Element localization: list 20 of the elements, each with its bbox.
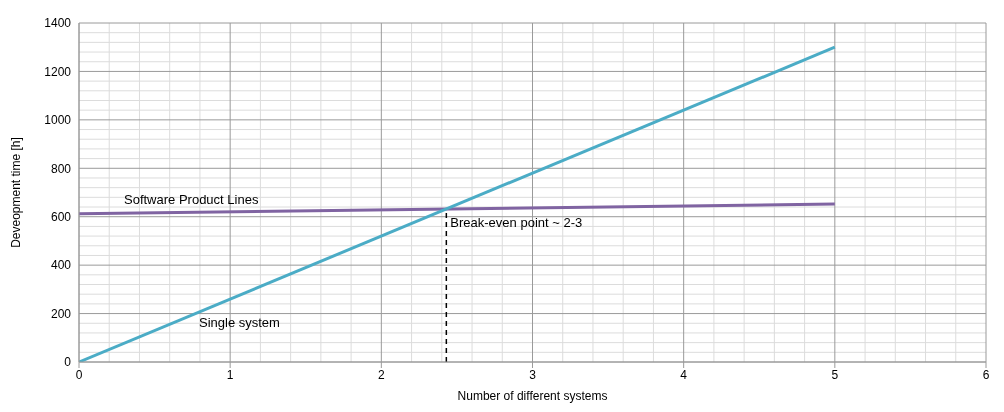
y-tick-label: 1400 <box>44 16 72 31</box>
x-tick-label: 3 <box>529 367 537 382</box>
y-tick-label: 0 <box>64 355 72 370</box>
x-tick-label: 5 <box>831 367 839 382</box>
y-tick-label: 1000 <box>44 113 72 128</box>
x-axis-title: Number of different systems <box>457 389 608 403</box>
ref-line-label: Break-even point ~ 2-3 <box>450 215 583 231</box>
x-tick-label: 4 <box>680 367 688 382</box>
series-label: Software Product Lines <box>124 191 259 207</box>
y-tick-label: 1200 <box>44 64 72 79</box>
y-tick-label: 800 <box>50 161 72 176</box>
y-tick-label: 600 <box>50 209 72 224</box>
x-tick-label: 0 <box>75 367 83 382</box>
x-tick-label: 6 <box>982 367 990 382</box>
y-axis-title: Deveopment time [h] <box>9 137 24 248</box>
series-label: Single system <box>199 315 280 330</box>
x-tick-label: 2 <box>377 367 385 382</box>
y-tick-label: 400 <box>50 258 72 273</box>
y-tick-label: 200 <box>50 306 72 321</box>
x-tick-label: 1 <box>226 367 234 382</box>
